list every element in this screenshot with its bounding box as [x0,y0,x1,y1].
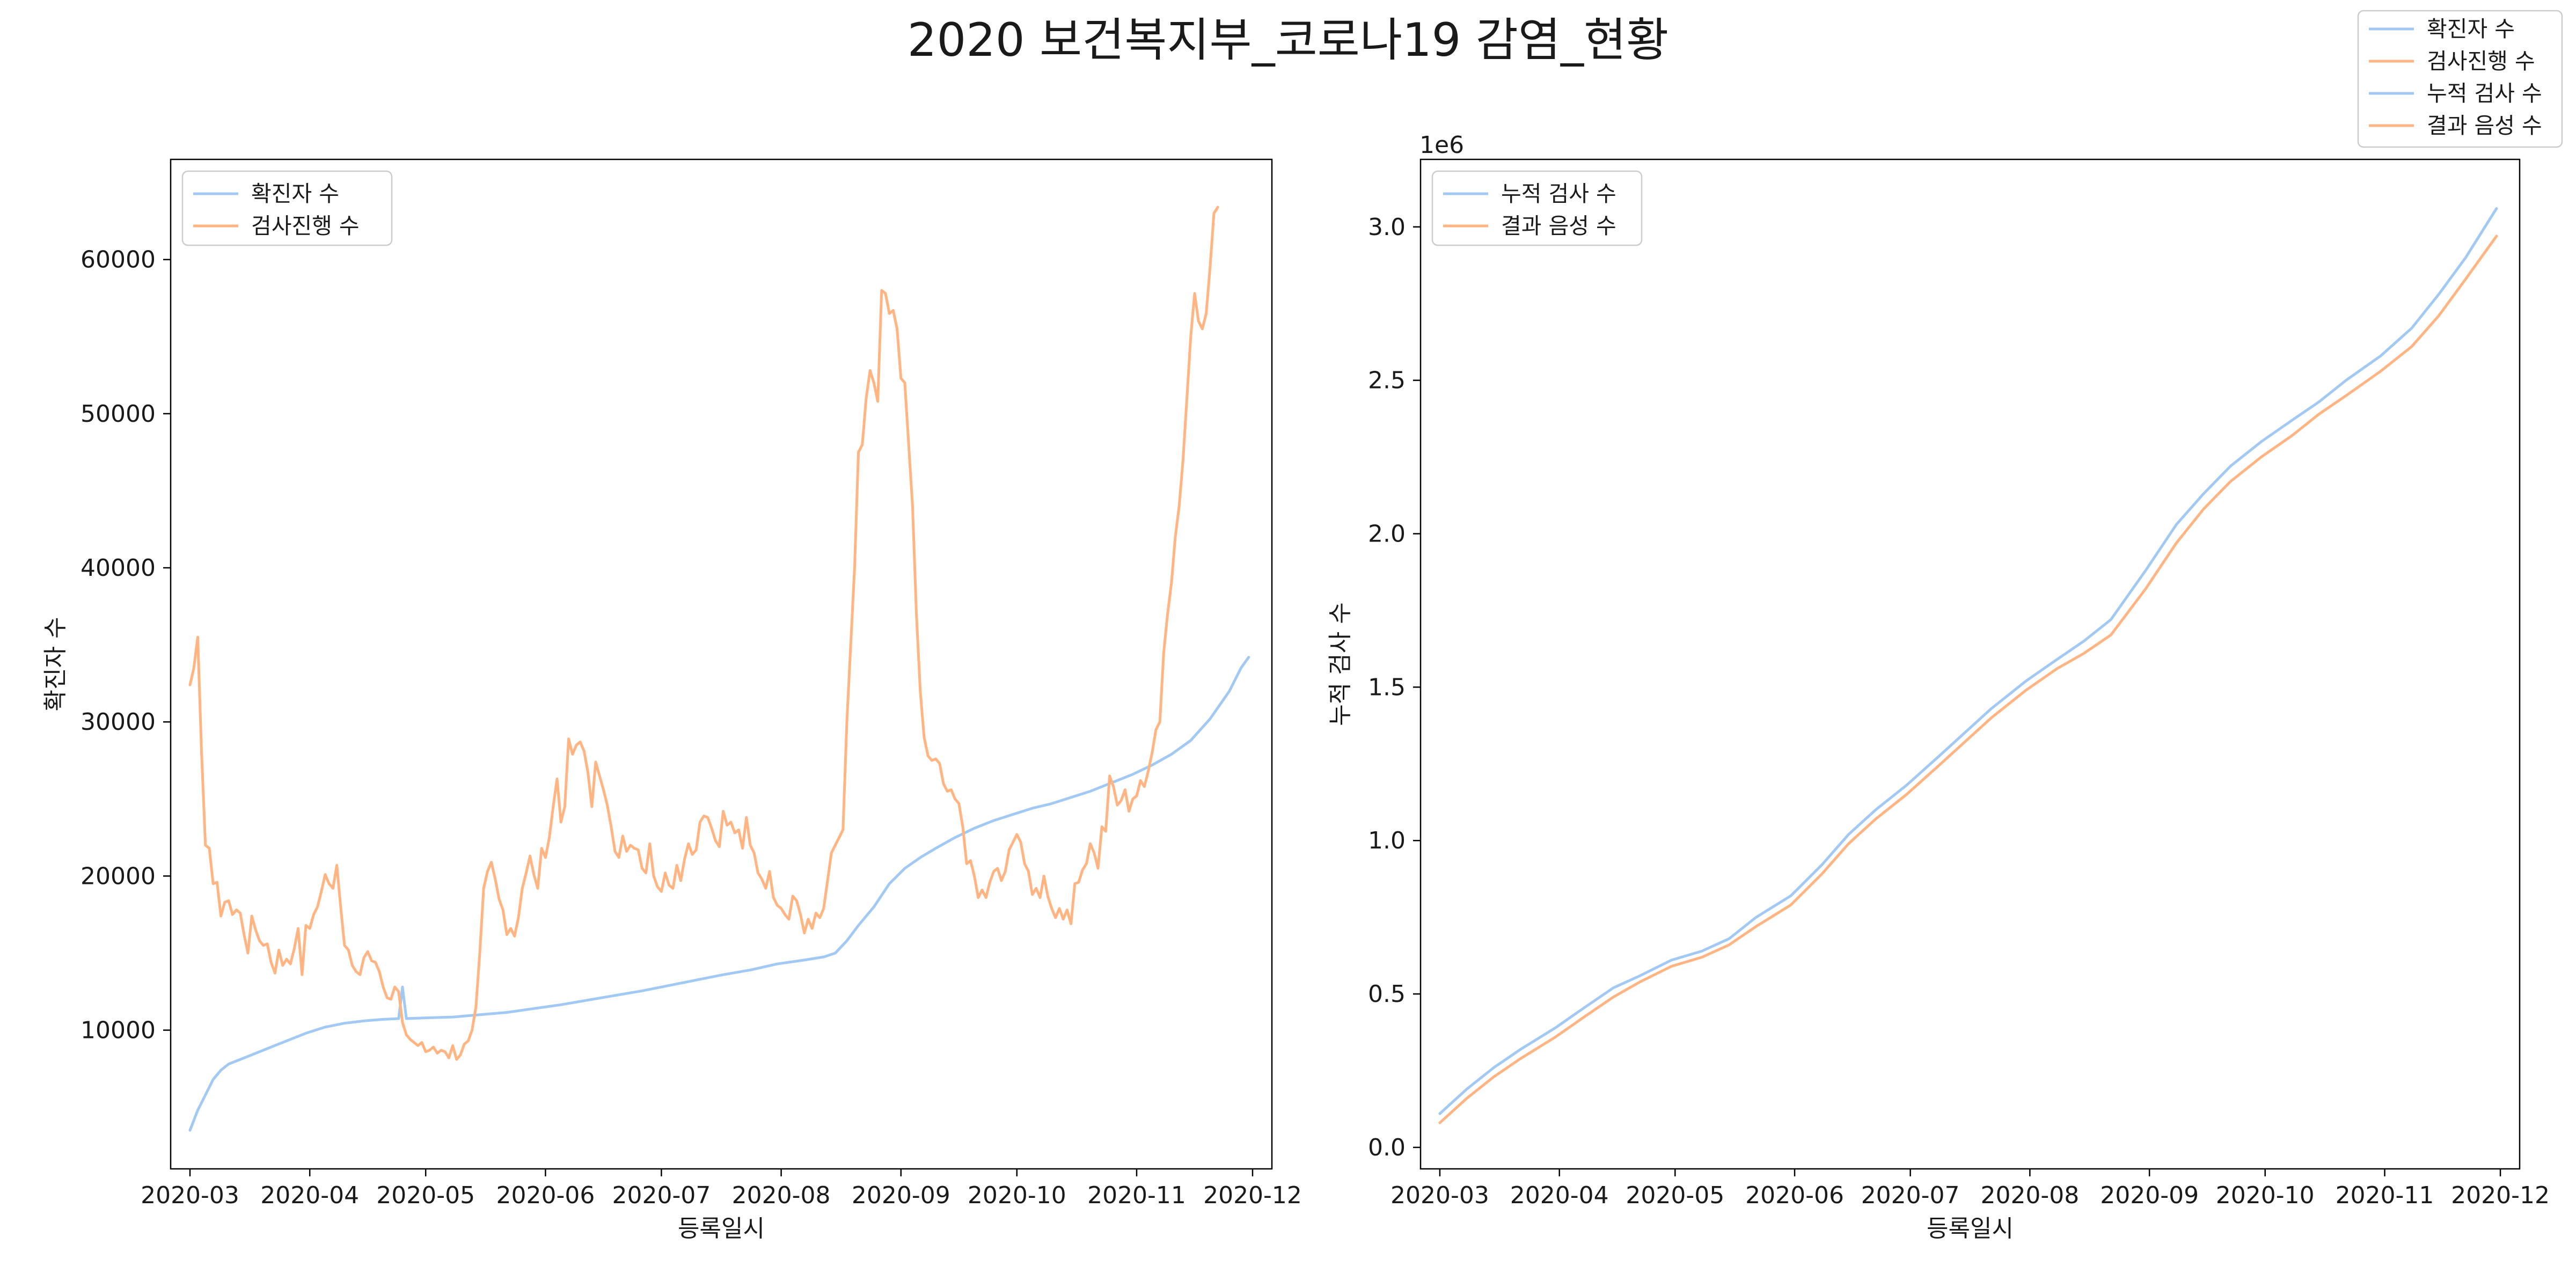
x-tick-label: 2020-05 [376,1182,475,1209]
figure-legend-label: 결과 음성 수 [2427,113,2542,138]
y-tick-label: 10000 [80,1017,156,1044]
figure-title: 2020 보건복지부_코로나19 감염_현황 [908,13,1668,67]
y-tick-label: 0.0 [1368,1134,1406,1161]
y-tick-label: 3.0 [1368,214,1406,241]
right-chart: 2020-03 2020-04 2020-05 2020-06 2020-07 2020-… [1327,131,2550,1242]
x-tick-label: 2020-06 [496,1182,595,1209]
y-tick-label: 2.5 [1368,367,1406,394]
x-tick-label: 2020-08 [1980,1182,2079,1209]
series-line-0-1 [188,206,1219,1061]
series-line-0-0 [188,656,1250,1132]
figure-legend-frame [2357,10,2563,148]
x-tick-label: 2020-09 [852,1182,950,1209]
x-tick-label: 2020-12 [2451,1182,2550,1209]
x-tick-label: 2020-09 [2100,1182,2199,1209]
y-tick-label: 50000 [80,400,156,428]
legend-label: 검사진행 수 [251,213,360,239]
x-tick-label: 2020-06 [1745,1182,1844,1209]
figure-legend-label: 누적 검사 수 [2427,80,2542,106]
y-tick-label: 30000 [80,708,156,736]
x-tick-label: 2020-03 [1391,1182,1489,1209]
series-line-1-1 [1438,235,2498,1124]
legend-label: 결과 음성 수 [1501,213,1616,239]
x-tick-label: 2020-10 [968,1182,1066,1209]
x-tick-label: 2020-05 [1626,1182,1724,1209]
y-axis-label: 누적 검사 수 [1327,602,1354,726]
chart-legend: 누적 검사 수결과 음성 수 [1431,170,1643,246]
y-tick-label: 0.5 [1368,980,1406,1008]
figure-legend-label: 확진자 수 [2427,16,2515,42]
x-axis-label: 등록일시 [1927,1215,2014,1242]
x-tick-label: 2020-04 [260,1182,359,1209]
x-tick-label: 2020-07 [1861,1182,1960,1209]
y-tick-label: 60000 [80,246,156,274]
x-tick-label: 2020-12 [1203,1182,1302,1209]
y-tick-label: 2.0 [1368,521,1406,548]
plot-frame [170,158,1273,1170]
x-tick-label: 2020-10 [2216,1182,2315,1209]
y-tick-label: 1.5 [1368,674,1406,701]
left-chart: 2020-03 2020-04 2020-05 2020-06 2020-07 2020-… [42,158,1302,1242]
x-tick-label: 2020-11 [2336,1182,2434,1209]
x-tick-label: 2020-03 [141,1182,239,1209]
figure-legend-label: 검사진행 수 [2427,48,2535,74]
x-tick-label: 2020-08 [732,1182,831,1209]
y-tick-label: 1.0 [1368,827,1406,854]
y-tick-label: 20000 [80,862,156,890]
x-tick-label: 2020-07 [612,1182,711,1209]
x-axis-label: 등록일시 [678,1215,765,1242]
legend-label: 누적 검사 수 [1501,181,1616,207]
y-tick-label: 40000 [80,554,156,582]
plot-frame [1419,158,2521,1170]
legend-label: 확진자 수 [251,181,339,207]
y-offset-label: 1e6 [1419,131,1464,159]
y-axis-label: 확진자 수 [42,617,69,712]
x-tick-label: 2020-11 [1087,1182,1186,1209]
x-tick-label: 2020-04 [1510,1182,1609,1209]
series-line-1-0 [1438,207,2498,1115]
